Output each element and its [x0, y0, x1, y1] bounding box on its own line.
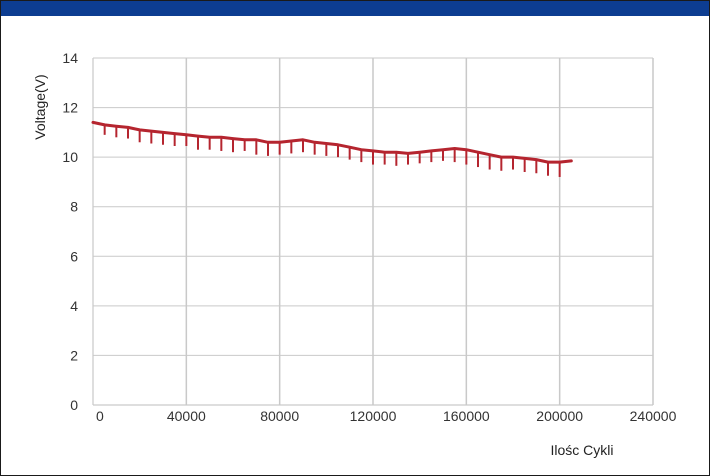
- y-tick-label-0: 0: [70, 397, 78, 413]
- y-tick-label-4: 8: [70, 199, 78, 215]
- y-tick-label-6: 12: [62, 100, 78, 116]
- y-tick-label-1: 2: [70, 347, 78, 363]
- grid: [92, 57, 654, 406]
- x-axis-ticks: 0 40000 80000 120000 160000 200000 240000: [96, 408, 677, 424]
- y-tick-label-2: 4: [70, 298, 78, 314]
- x-tick-label-4: 160000: [443, 408, 490, 424]
- x-axis-title: Ilośc Cykli: [550, 442, 613, 458]
- header-bar: [1, 1, 709, 16]
- x-tick-label-6: 240000: [630, 408, 677, 424]
- x-tick-label-3: 120000: [350, 408, 397, 424]
- x-tick-label-0: 0: [96, 408, 104, 424]
- x-tick-label-5: 200000: [536, 408, 583, 424]
- y-axis-ticks: 0 2 4 6 8 10 12 14: [62, 50, 78, 413]
- y-tick-label-5: 10: [62, 149, 78, 165]
- y-tick-label-3: 6: [70, 248, 78, 264]
- y-tick-label-7: 14: [62, 50, 78, 66]
- voltage-line: [91, 120, 573, 164]
- x-tick-label-1: 40000: [167, 408, 206, 424]
- y-axis-title: Voltage(V): [32, 74, 48, 139]
- series-layer: [91, 120, 573, 177]
- x-tick-label-2: 80000: [260, 408, 299, 424]
